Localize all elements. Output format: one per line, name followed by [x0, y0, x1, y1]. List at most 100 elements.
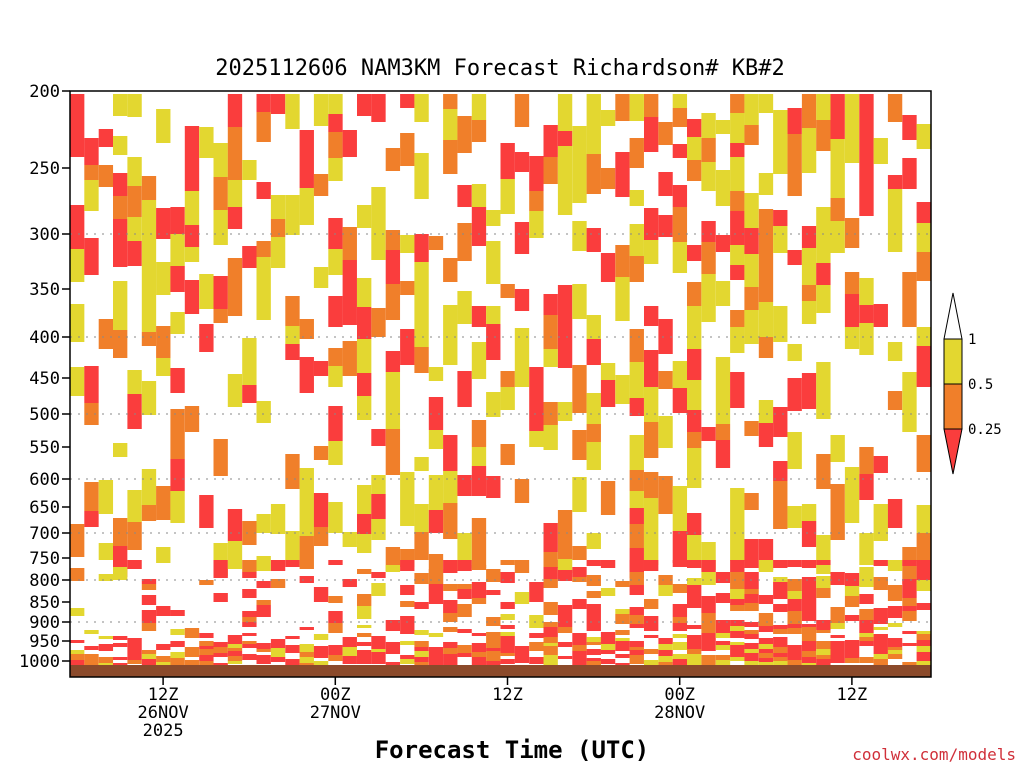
heatmap-cell — [313, 446, 329, 460]
heatmap-cell — [744, 580, 759, 589]
heatmap-cell — [514, 94, 530, 127]
heatmap-cell — [443, 258, 458, 282]
heatmap-cell — [141, 659, 157, 663]
heatmap-cell — [357, 396, 372, 420]
heatmap-cell — [514, 364, 530, 387]
y-tick-label: 200 — [29, 82, 60, 102]
heatmap-cell — [543, 652, 558, 655]
heatmap-cell — [443, 660, 458, 665]
heatmap-cell — [500, 179, 515, 214]
heatmap-cell — [801, 521, 817, 547]
heatmap-cell — [471, 184, 487, 207]
heatmap-cell — [557, 538, 573, 559]
heatmap-cell — [156, 109, 171, 143]
heatmap-cell — [471, 306, 487, 327]
heatmap-cell — [471, 587, 487, 598]
heatmap-cell — [859, 305, 874, 323]
heatmap-cell — [644, 660, 659, 665]
heatmap-cell — [184, 191, 200, 225]
heatmap-cell — [787, 648, 802, 654]
heatmap-cell — [543, 643, 558, 646]
heatmap-cell — [156, 662, 171, 665]
heatmap-cell — [500, 642, 515, 647]
heatmap-cell — [371, 652, 386, 658]
heatmap-cell — [328, 441, 343, 465]
heatmap-cell — [701, 648, 716, 651]
heatmap-cell — [443, 471, 458, 503]
heatmap-cell — [687, 472, 702, 488]
heatmap-cell — [557, 146, 573, 178]
heatmap-cell — [357, 642, 372, 646]
heatmap-cell — [859, 474, 874, 500]
heatmap-cell — [758, 613, 774, 626]
heatmap-cell — [644, 628, 659, 631]
heatmap-cell — [184, 647, 200, 652]
heatmap-cell — [141, 176, 157, 200]
heatmap-cell — [730, 94, 745, 113]
heatmap-cell — [773, 647, 788, 653]
heatmap-cell — [385, 455, 401, 475]
heatmap-cell — [572, 567, 587, 577]
heatmap-cell — [170, 652, 185, 658]
heatmap-cell — [859, 278, 874, 305]
heatmap-cell — [170, 662, 185, 666]
heatmap-cell — [744, 94, 759, 125]
heatmap-cell — [715, 424, 731, 440]
heatmap-cell — [773, 582, 788, 588]
heatmap-cell — [744, 603, 759, 611]
heatmap-cell — [428, 574, 444, 584]
heatmap-cell — [98, 543, 114, 560]
heatmap-cell — [156, 326, 171, 358]
heatmap-cell — [557, 510, 573, 538]
heatmap-cell — [357, 625, 372, 628]
heatmap-cell — [744, 630, 759, 634]
heatmap-cell — [443, 600, 458, 613]
heatmap-cell — [84, 511, 99, 527]
heatmap-cell — [428, 661, 444, 665]
heatmap-cell — [385, 429, 401, 455]
heatmap-cell — [758, 173, 774, 195]
heatmap-cell — [328, 296, 343, 327]
heatmap-cell — [529, 657, 544, 660]
heatmap-cell — [471, 652, 487, 657]
heatmap-cell — [299, 483, 314, 505]
heatmap-cell — [371, 494, 386, 519]
heatmap-cell — [572, 365, 587, 399]
heatmap-cell — [213, 653, 228, 657]
heatmap-cell — [758, 423, 774, 447]
heatmap-cell — [687, 160, 702, 181]
heatmap-cell — [701, 242, 716, 260]
heatmap-cell — [744, 493, 759, 510]
heatmap-cell — [170, 641, 185, 647]
heatmap-cell — [916, 252, 931, 281]
heatmap-cell — [773, 653, 788, 657]
heatmap-cell — [400, 560, 415, 571]
heatmap-cell — [414, 630, 429, 635]
heatmap-cell — [887, 175, 903, 189]
heatmap-cell — [830, 607, 845, 616]
heatmap-cell — [586, 228, 601, 252]
heatmap-cell — [486, 632, 501, 638]
heatmap-cell — [644, 94, 659, 117]
heatmap-cell — [758, 271, 774, 302]
heatmap-cell — [256, 661, 271, 664]
heatmap-cell — [801, 636, 817, 641]
heatmap-cell — [916, 569, 931, 580]
heatmap-cell — [428, 475, 444, 492]
heatmap-cell — [844, 294, 860, 327]
heatmap-cell — [256, 556, 271, 571]
y-tick-label: 350 — [29, 280, 60, 300]
heatmap-cell — [715, 660, 731, 666]
heatmap-cell — [873, 627, 888, 630]
y-tick-label: 950 — [29, 632, 60, 652]
heatmap-cell — [428, 430, 444, 449]
heatmap-cell — [84, 366, 99, 403]
heatmap-cell — [342, 659, 357, 664]
heatmap-cell — [400, 659, 415, 664]
heatmap-cell — [758, 560, 774, 572]
heatmap-cell — [644, 635, 659, 638]
heatmap-cell — [70, 130, 85, 157]
heatmap-cell — [916, 634, 931, 640]
heatmap-cell — [687, 660, 702, 666]
heatmap-cell — [170, 427, 185, 459]
